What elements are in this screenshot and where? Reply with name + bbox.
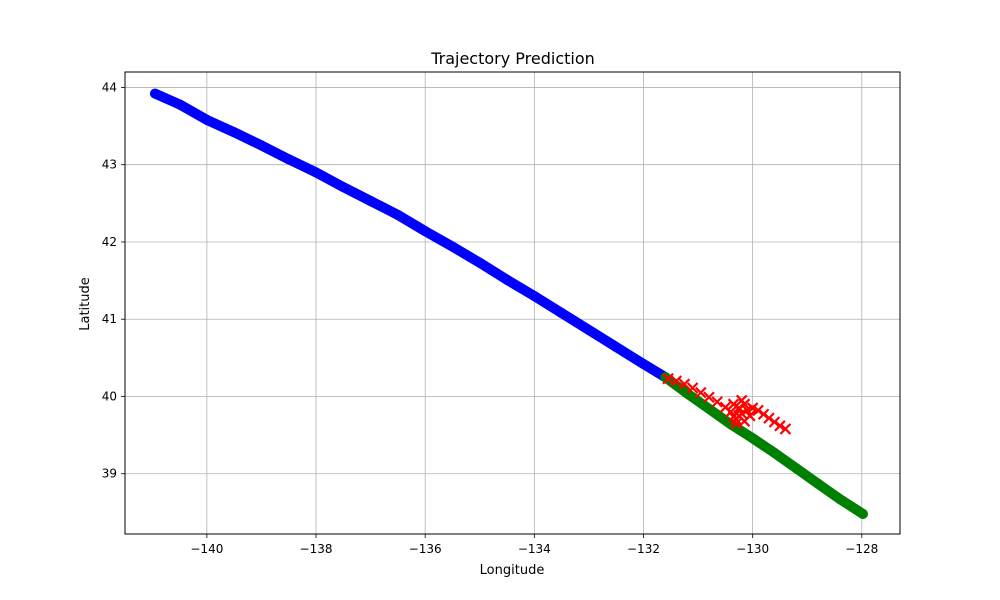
y-tick-label: 40: [102, 389, 117, 403]
data-point: [420, 226, 431, 237]
x-axis-label: Longitude: [480, 563, 545, 578]
x-tick-label: −132: [627, 542, 660, 556]
data-point: [747, 433, 758, 444]
data-point: [791, 463, 802, 474]
x-tick-label: −130: [736, 542, 769, 556]
x-tick-label: −140: [190, 542, 223, 556]
x-tick-label: −128: [845, 542, 878, 556]
data-point: [670, 375, 683, 387]
data-point: [735, 407, 748, 420]
y-axis: 39 40 41 42 43 44: [102, 80, 125, 481]
data-point: [474, 257, 485, 268]
data-point: [447, 241, 458, 252]
x-tick-label: −134: [518, 542, 551, 556]
x-tick-label: −136: [409, 542, 442, 556]
data-point: [583, 325, 594, 336]
data-point: [283, 154, 294, 165]
data-point: [763, 412, 775, 424]
data-point: [738, 415, 751, 427]
data-point: [201, 114, 212, 125]
data-point: [703, 391, 715, 404]
data-point: [711, 396, 723, 408]
data-point: [686, 382, 699, 394]
data-point: [703, 403, 714, 414]
y-tick-label: 44: [102, 80, 117, 94]
y-tick-label: 42: [102, 235, 117, 249]
series-1: [660, 372, 868, 519]
y-tick-label: 39: [102, 467, 117, 481]
series-layer: [150, 88, 868, 519]
data-point: [752, 404, 764, 417]
data-point: [392, 209, 403, 220]
data-point: [529, 291, 540, 302]
data-point: [338, 182, 349, 193]
data-point: [556, 308, 567, 319]
data-point: [774, 420, 786, 432]
data-point: [769, 447, 780, 458]
plot-frame: [124, 71, 901, 535]
data-point: [638, 359, 649, 370]
y-axis-label: Latitude: [78, 277, 93, 331]
data-point: [662, 372, 674, 385]
data-point: [730, 417, 743, 430]
y-tick-label: 41: [102, 312, 117, 326]
data-point: [695, 386, 707, 399]
chart-title: Trajectory Prediction: [430, 49, 595, 68]
data-point: [834, 494, 845, 505]
data-point: [229, 127, 240, 138]
data-point: [768, 416, 781, 428]
x-tick-label: −138: [300, 542, 333, 556]
x-axis: −140 −138 −136 −134 −132 −130 −128: [190, 534, 878, 556]
data-point: [502, 274, 513, 285]
data-point: [779, 423, 792, 435]
series-2: [662, 372, 792, 435]
data-point: [365, 196, 376, 207]
data-point: [757, 408, 770, 421]
data-point: [857, 508, 868, 519]
y-tick-label: 43: [102, 158, 117, 172]
data-point: [311, 167, 322, 178]
data-point: [256, 140, 267, 151]
grid-lines: [125, 72, 900, 534]
data-point: [611, 342, 622, 353]
data-point: [727, 398, 740, 410]
trajectory-band: [660, 372, 868, 519]
data-point: [174, 99, 185, 110]
data-point: [150, 88, 161, 99]
data-point: [813, 478, 824, 489]
series-0: [150, 88, 671, 383]
data-point: [738, 398, 751, 410]
data-point: [678, 378, 691, 390]
trajectory-band: [150, 88, 671, 383]
